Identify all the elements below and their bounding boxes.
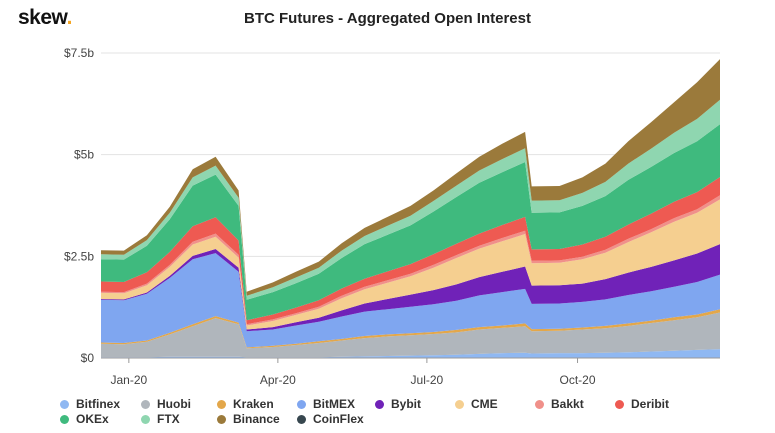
legend-item-coinflex[interactable]: CoinFlex (297, 412, 364, 426)
legend-label: Binance (233, 412, 280, 426)
legend-swatch (217, 399, 226, 409)
legend-label: BitMEX (313, 397, 355, 411)
legend-item-ftx[interactable]: FTX (141, 412, 180, 426)
legend-item-bitfinex[interactable]: Bitfinex (60, 397, 120, 411)
series-area-deribit (101, 177, 720, 325)
series-area-bitmex (101, 253, 720, 348)
legend-swatch (60, 399, 69, 409)
y-tick-label: $0 (81, 351, 95, 365)
series-area-bybit (101, 244, 720, 332)
legend-swatch (141, 399, 150, 409)
x-axis: Jan-20 Apr-20 Jul-20 Oct-20 (101, 357, 720, 387)
series-area-okex (101, 124, 720, 321)
legend-label: Huobi (157, 397, 191, 411)
x-tick-label: Oct-20 (560, 373, 596, 387)
legend-label: Bybit (391, 397, 421, 411)
y-tick-label: $7.5b (64, 46, 94, 60)
series-areas (101, 59, 720, 358)
series-area-ftx (101, 99, 720, 300)
legend-label: Deribit (631, 397, 670, 411)
series-area-bitfinex (101, 349, 720, 358)
legend-item-binance[interactable]: Binance (217, 412, 280, 426)
legend-label: CME (471, 397, 498, 411)
series-area-cme (101, 199, 720, 330)
legend-label: Bitfinex (76, 397, 121, 411)
x-tick-label: Jan-20 (110, 373, 147, 387)
series-area-binance (101, 59, 720, 296)
legend-swatch (217, 414, 226, 424)
legend-label: OKEx (76, 412, 109, 426)
series-area-kraken (101, 309, 720, 349)
series-area-huobi (101, 312, 720, 358)
legend-swatch (141, 414, 150, 424)
y-tick-label: $2.5b (64, 249, 94, 263)
legend-item-okex[interactable]: OKEx (60, 412, 109, 426)
legend-item-bitmex[interactable]: BitMEX (297, 397, 355, 411)
legend-swatch (455, 399, 464, 409)
legend-item-deribit[interactable]: Deribit (615, 397, 669, 411)
x-tick-label: Jul-20 (411, 373, 444, 387)
skew-logo: skew. (18, 6, 72, 29)
legend-label: Kraken (233, 397, 274, 411)
legend-swatch (535, 399, 544, 409)
legend-label: CoinFlex (313, 412, 364, 426)
legend-item-huobi[interactable]: Huobi (141, 397, 191, 411)
x-tick-label: Apr-20 (260, 373, 296, 387)
legend-label: Bakkt (551, 397, 584, 411)
legend-swatch (615, 399, 624, 409)
y-tick-label: $5b (74, 148, 94, 162)
legend-swatch (375, 399, 384, 409)
legend-swatch (297, 399, 306, 409)
legend-swatch (297, 414, 306, 424)
chart-title: BTC Futures - Aggregated Open Interest (244, 10, 531, 27)
legend-label: FTX (157, 412, 180, 426)
legend-item-kraken[interactable]: Kraken (217, 397, 274, 411)
legend-swatch (60, 414, 69, 424)
y-axis: $0 $2.5b $5b $7.5b (64, 46, 94, 365)
legend-item-bakkt[interactable]: Bakkt (535, 397, 584, 411)
legend-item-bybit[interactable]: Bybit (375, 397, 421, 411)
legend-item-cme[interactable]: CME (455, 397, 498, 411)
